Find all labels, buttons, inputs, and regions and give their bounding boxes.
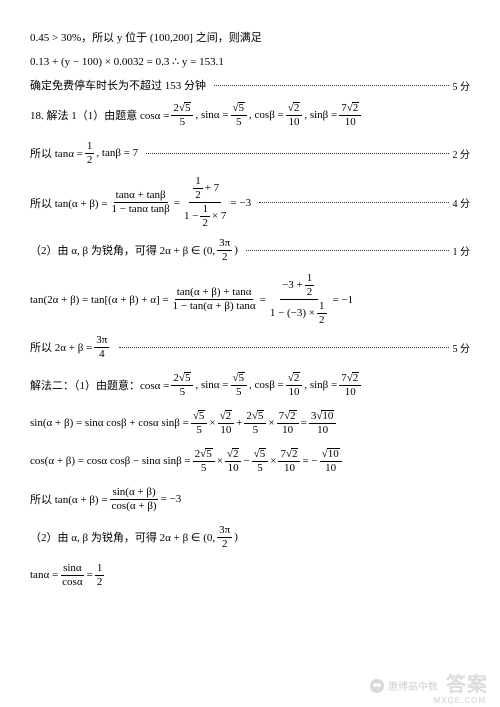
text: 所以 tan(α + β) =: [30, 195, 108, 211]
line-sin-sum: sin(α + β) = sinα cosβ + cosα sinβ = 55 …: [30, 408, 470, 438]
frac-sina-cosa: sinα cosα: [60, 563, 84, 588]
text: 所以 tanα =: [30, 145, 83, 161]
wechat-watermark: 惠博高中数: [370, 678, 438, 693]
site-watermark: MXQE.COM: [434, 696, 486, 705]
dotfill: 5 分: [111, 340, 470, 355]
points: 4 分: [453, 195, 471, 210]
result: = −1: [333, 294, 354, 306]
line-free-parking: 确定免费停车时长为不超过 153 分钟 5 分: [30, 76, 470, 94]
frac-cos-beta: 2 10: [286, 102, 303, 128]
text: 解法二：（1）由题意：cosα =: [30, 377, 169, 393]
text: 所以 2α + β =: [30, 339, 92, 355]
text: 确定免费停车时长为不超过 153 分钟: [30, 77, 206, 93]
dotfill: 1 分: [238, 243, 470, 258]
line-range-2: （2）由 α, β 为锐角，可得 2α + β ∈ (0, 3π 2 ): [30, 522, 470, 552]
text: （2）由 α, β 为锐角，可得 2α + β ∈ (0,: [30, 242, 215, 258]
frac-tan-formula: tanα + tanβ 1 − tanα tanβ: [110, 190, 172, 215]
dotfill: 2 分: [138, 146, 470, 161]
line-tan-2ab: tan(2α + β) = tan[(α + β) + α] = tan(α +…: [30, 273, 470, 326]
line-2a-plus-b-range: （2）由 α, β 为锐角，可得 2α + β ∈ (0, 3π 2 ) 1 分: [30, 235, 470, 265]
frac-3pi-2: 3π 2: [217, 238, 232, 263]
line-method2-given: 解法二：（1）由题意：cosα = 25 5 , sinα = 5 5 , co…: [30, 370, 470, 400]
text: 18. 解法 1（1）由题意 cosα =: [30, 107, 169, 123]
frac-cos-alpha: 25 5: [171, 102, 193, 128]
points: 2 分: [453, 146, 471, 161]
line-2ab-value: 所以 2α + β = 3π 4 5 分: [30, 332, 470, 362]
dotfill: 5 分: [206, 78, 470, 93]
result: = −3: [230, 197, 251, 209]
points: 5 分: [453, 78, 471, 93]
dotfill: 4 分: [251, 195, 470, 210]
wechat-text: 惠博高中数: [388, 678, 438, 693]
answer-watermark: 答案: [446, 668, 488, 697]
frac-tan-value: 12 + 7 1 − 12 × 7: [182, 176, 228, 229]
text: 0.45 > 30%，所以 y 位于 (100,200] 之间，则满足: [30, 29, 262, 45]
text: , sinα =: [195, 109, 228, 121]
line-inequality: 0.45 > 30%，所以 y 位于 (100,200] 之间，则满足: [30, 28, 470, 46]
wechat-icon: [370, 679, 384, 693]
line-equation-y: 0.13 + (y − 100) × 0.0032 = 0.3 ∴ y = 15…: [30, 52, 470, 70]
frac-tan2ab-value: −3 + 12 1 − (−3) × 12: [268, 273, 331, 326]
text: , tanβ = 7: [96, 147, 138, 159]
points: 5 分: [453, 340, 471, 355]
text: 0.13 + (y − 100) × 0.0032 = 0.3 ∴ y = 15…: [30, 55, 224, 68]
frac-sin-beta: 72 10: [339, 102, 361, 128]
line-cos-sum: cos(α + β) = cosα cosβ − sinα sinβ = 255…: [30, 446, 470, 476]
text: , cosβ =: [249, 109, 284, 121]
line-18-given: 18. 解法 1（1）由题意 cosα = 25 5 , sinα = 5 5 …: [30, 100, 470, 130]
line-tan-sum2: 所以 tan(α + β) = sin(α + β) cos(α + β) = …: [30, 484, 470, 514]
line-tan-alpha-2: tanα = sinα cosα = 1 2: [30, 560, 470, 590]
line-tan-sum: 所以 tan(α + β) = tanα + tanβ 1 − tanα tan…: [30, 176, 470, 229]
frac-half: 1 2: [85, 141, 95, 166]
line-tan-alpha: 所以 tanα = 1 2 , tanβ = 7 2 分: [30, 138, 470, 168]
frac-sin-alpha: 5 5: [231, 102, 248, 128]
text: tan(2α + β) = tan[(α + β) + α] =: [30, 294, 169, 306]
frac-3pi-4: 3π 4: [94, 335, 109, 360]
text: , sinβ =: [304, 109, 337, 121]
page-content: 0.45 > 30%，所以 y 位于 (100,200] 之间，则满足 0.13…: [0, 0, 500, 590]
frac-sin-over-cos: sin(α + β) cos(α + β): [110, 487, 159, 512]
frac-tan2ab-formula: tan(α + β) + tanα 1 − tan(α + β) tanα: [171, 287, 258, 312]
points: 1 分: [453, 243, 471, 258]
